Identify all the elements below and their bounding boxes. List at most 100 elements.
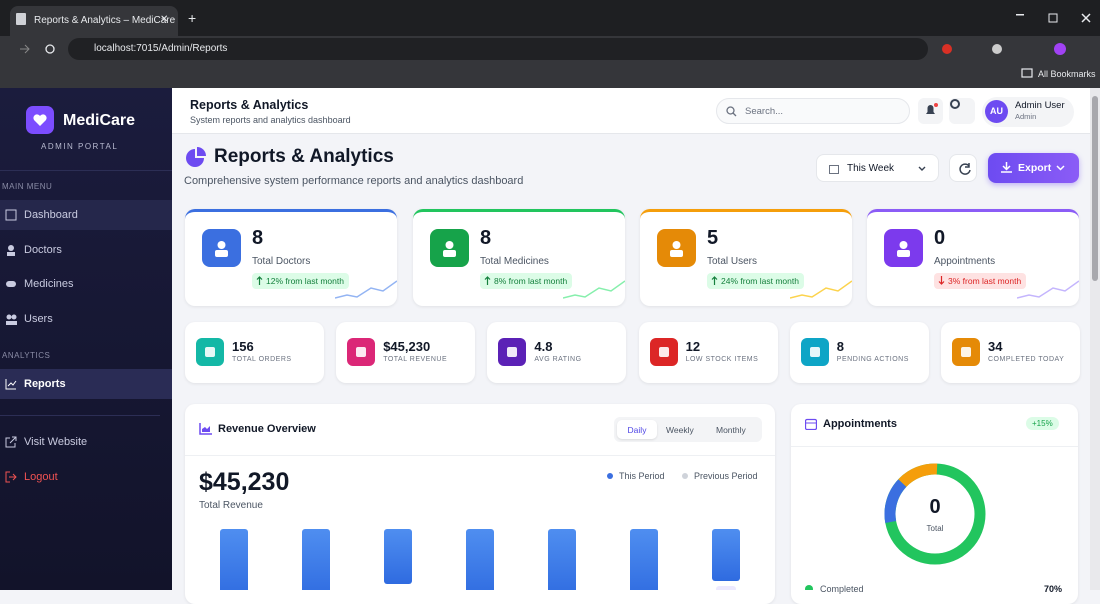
divider: [791, 446, 1078, 447]
section-label: MAIN MENU: [2, 182, 53, 191]
metric-card: 12 LOW STOCK ITEMS: [638, 322, 778, 383]
header-buttons[interactable]: [917, 97, 977, 125]
address-bar[interactable]: localhost:7015/Admin/Reports: [68, 38, 928, 60]
nav-label: Doctors: [24, 244, 62, 256]
change-text: 24% from last month: [721, 276, 799, 286]
tab-title: Reports & Analytics – MediCare: [34, 15, 176, 26]
metric-label: COMPLETED TODAY: [988, 356, 1065, 363]
revenue-total-label: Total Revenue: [199, 500, 263, 511]
stat-card: 8 Total Medicines 8% from last month: [413, 209, 625, 306]
browser-tab[interactable]: Reports & Analytics – MediCare: [10, 6, 178, 36]
nav-dashboard[interactable]: Dashboard: [0, 200, 172, 230]
stat-change: 24% from last month: [707, 273, 804, 289]
nav-label: Visit Website: [24, 436, 88, 448]
stat-value: 5: [707, 227, 719, 249]
user-role: Admin: [1015, 112, 1037, 121]
stat-value: 8: [480, 227, 492, 249]
stat-label: Total Users: [707, 256, 758, 267]
tab-daily[interactable]: Daily: [617, 420, 657, 439]
sparkline: [1017, 280, 1079, 299]
nav-doctors[interactable]: Doctors: [0, 235, 172, 265]
svg-text:✕: ✕: [160, 14, 168, 25]
stat-value: 0: [934, 227, 946, 249]
metric-icon: [347, 338, 376, 366]
search-box[interactable]: Search...: [716, 98, 910, 124]
change-text: 12% from last month: [266, 276, 344, 286]
metric-icon: [800, 338, 829, 366]
page-subtitle: Comprehensive system performance reports…: [184, 175, 524, 187]
metric-value: 8: [836, 339, 845, 354]
brand-subtitle: ADMIN PORTAL: [41, 142, 119, 151]
appointments-badge: +15%: [1026, 417, 1059, 430]
legend-label: Completed: [820, 584, 864, 594]
search-placeholder: Search...: [745, 106, 784, 117]
stat-label: Appointments: [934, 256, 996, 267]
legend-dots: [607, 473, 688, 479]
tab-favicon: [16, 13, 26, 25]
metric-icon: [952, 338, 980, 366]
page-title: Reports & Analytics: [214, 146, 394, 167]
stat-card: 5 Total Users 24% from last month: [640, 209, 852, 306]
refresh-button[interactable]: [949, 154, 977, 182]
nav-visit-website[interactable]: Visit Website: [0, 427, 172, 457]
stat-change: 3% from last month: [934, 273, 1027, 289]
nav-label: Medicines: [24, 278, 74, 290]
metric-value: 156: [232, 339, 254, 354]
metric-label: TOTAL REVENUE: [383, 356, 448, 363]
revenue-total: $45,230: [199, 468, 290, 496]
divider: [185, 455, 775, 456]
metric-card: 156 TOTAL ORDERS: [185, 322, 324, 383]
nav-logout[interactable]: Logout: [0, 462, 172, 492]
donut: [884, 463, 986, 565]
metric-label: AVG RATING: [534, 356, 582, 363]
divider: [0, 415, 160, 416]
metric-value: $45,230: [383, 339, 431, 354]
scrollbar[interactable]: [1090, 88, 1100, 590]
nav-reports[interactable]: Reports: [0, 369, 172, 399]
icon-glyph: [443, 241, 456, 257]
metric-value: 12: [685, 339, 701, 354]
donut-label: Total: [926, 524, 944, 533]
tab-monthly[interactable]: Monthly: [716, 425, 746, 435]
section-label: ANALYTICS: [2, 351, 51, 360]
period-label: This Week: [847, 163, 895, 174]
header-subtitle: System reports and analytics dashboard: [190, 115, 351, 125]
stat-card: 0 Appointments 3% from last month: [867, 209, 1079, 306]
folder-icon: [1021, 68, 1033, 78]
change-text: 8% from last month: [494, 276, 568, 286]
tab-weekly[interactable]: Weekly: [666, 425, 694, 435]
stat-label: Total Medicines: [480, 256, 549, 267]
metric-icon: [649, 338, 678, 366]
nav-medicines[interactable]: Medicines: [0, 269, 172, 299]
nav-users[interactable]: Users: [0, 304, 172, 334]
appointments-title: Appointments: [823, 418, 897, 430]
metric-icon: [498, 338, 527, 366]
stat-card: 8 Total Doctors 12% from last month: [185, 209, 397, 306]
icon-glyph: [670, 241, 683, 257]
donut-value: 0: [929, 496, 941, 518]
metric-card: 4.8 AVG RATING: [487, 322, 627, 383]
metric-label: TOTAL ORDERS: [232, 356, 292, 363]
page-icon: [186, 147, 206, 167]
brand: MediCare: [63, 112, 136, 129]
stat-label: Total Doctors: [252, 256, 311, 267]
url: localhost:7015/Admin/Reports: [94, 43, 228, 54]
metric-card: $45,230 TOTAL REVENUE: [336, 322, 476, 383]
svg-text:+: +: [188, 10, 196, 26]
sidebar: [0, 88, 172, 590]
export-button[interactable]: Export: [988, 153, 1079, 183]
logo: [26, 106, 54, 134]
revenue-title: Revenue Overview: [218, 423, 316, 435]
period-select[interactable]: This Week: [816, 154, 939, 182]
metric-value: 34: [988, 339, 1003, 354]
icon-glyph: [215, 241, 228, 257]
nav-label: Reports: [24, 378, 66, 390]
metric-icon: [196, 338, 224, 366]
stat-value: 8: [252, 227, 264, 249]
all-bookmarks[interactable]: All Bookmarks: [1038, 69, 1096, 79]
user-name: Admin User: [1015, 100, 1065, 111]
legend-dot: [805, 585, 813, 590]
metric-card: 34 COMPLETED TODAY: [941, 322, 1080, 383]
